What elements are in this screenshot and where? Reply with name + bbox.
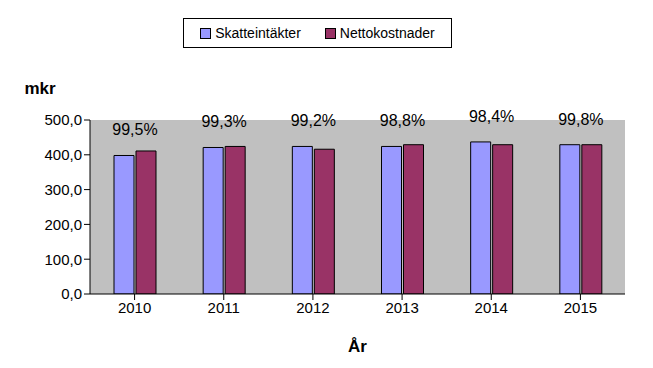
- svg-text:100,0: 100,0: [44, 251, 82, 268]
- svg-text:98,4%: 98,4%: [469, 108, 514, 125]
- svg-text:2015: 2015: [564, 299, 597, 316]
- svg-text:500,0: 500,0: [44, 111, 82, 128]
- svg-text:År: År: [348, 337, 367, 356]
- svg-text:400,0: 400,0: [44, 146, 82, 163]
- svg-text:2013: 2013: [385, 299, 418, 316]
- svg-text:99,3%: 99,3%: [201, 113, 246, 130]
- svg-text:99,2%: 99,2%: [291, 112, 336, 129]
- svg-text:300,0: 300,0: [44, 181, 82, 198]
- svg-text:2010: 2010: [118, 299, 151, 316]
- svg-text:0,0: 0,0: [61, 285, 82, 302]
- svg-text:2014: 2014: [475, 299, 508, 316]
- html-text:Nettokostnader: Nettokostnader: [339, 25, 435, 41]
- svg-text:mkr: mkr: [24, 79, 56, 98]
- svg-text:99,8%: 99,8%: [558, 111, 603, 128]
- svg-text:200,0: 200,0: [44, 216, 82, 233]
- svg-text:2012: 2012: [296, 299, 329, 316]
- html-text:Skatteintäkter: Skatteintäkter: [215, 25, 301, 41]
- svg-text:98,8%: 98,8%: [380, 112, 425, 129]
- svg-text:99,5%: 99,5%: [112, 121, 157, 138]
- svg-text:2011: 2011: [208, 299, 240, 316]
